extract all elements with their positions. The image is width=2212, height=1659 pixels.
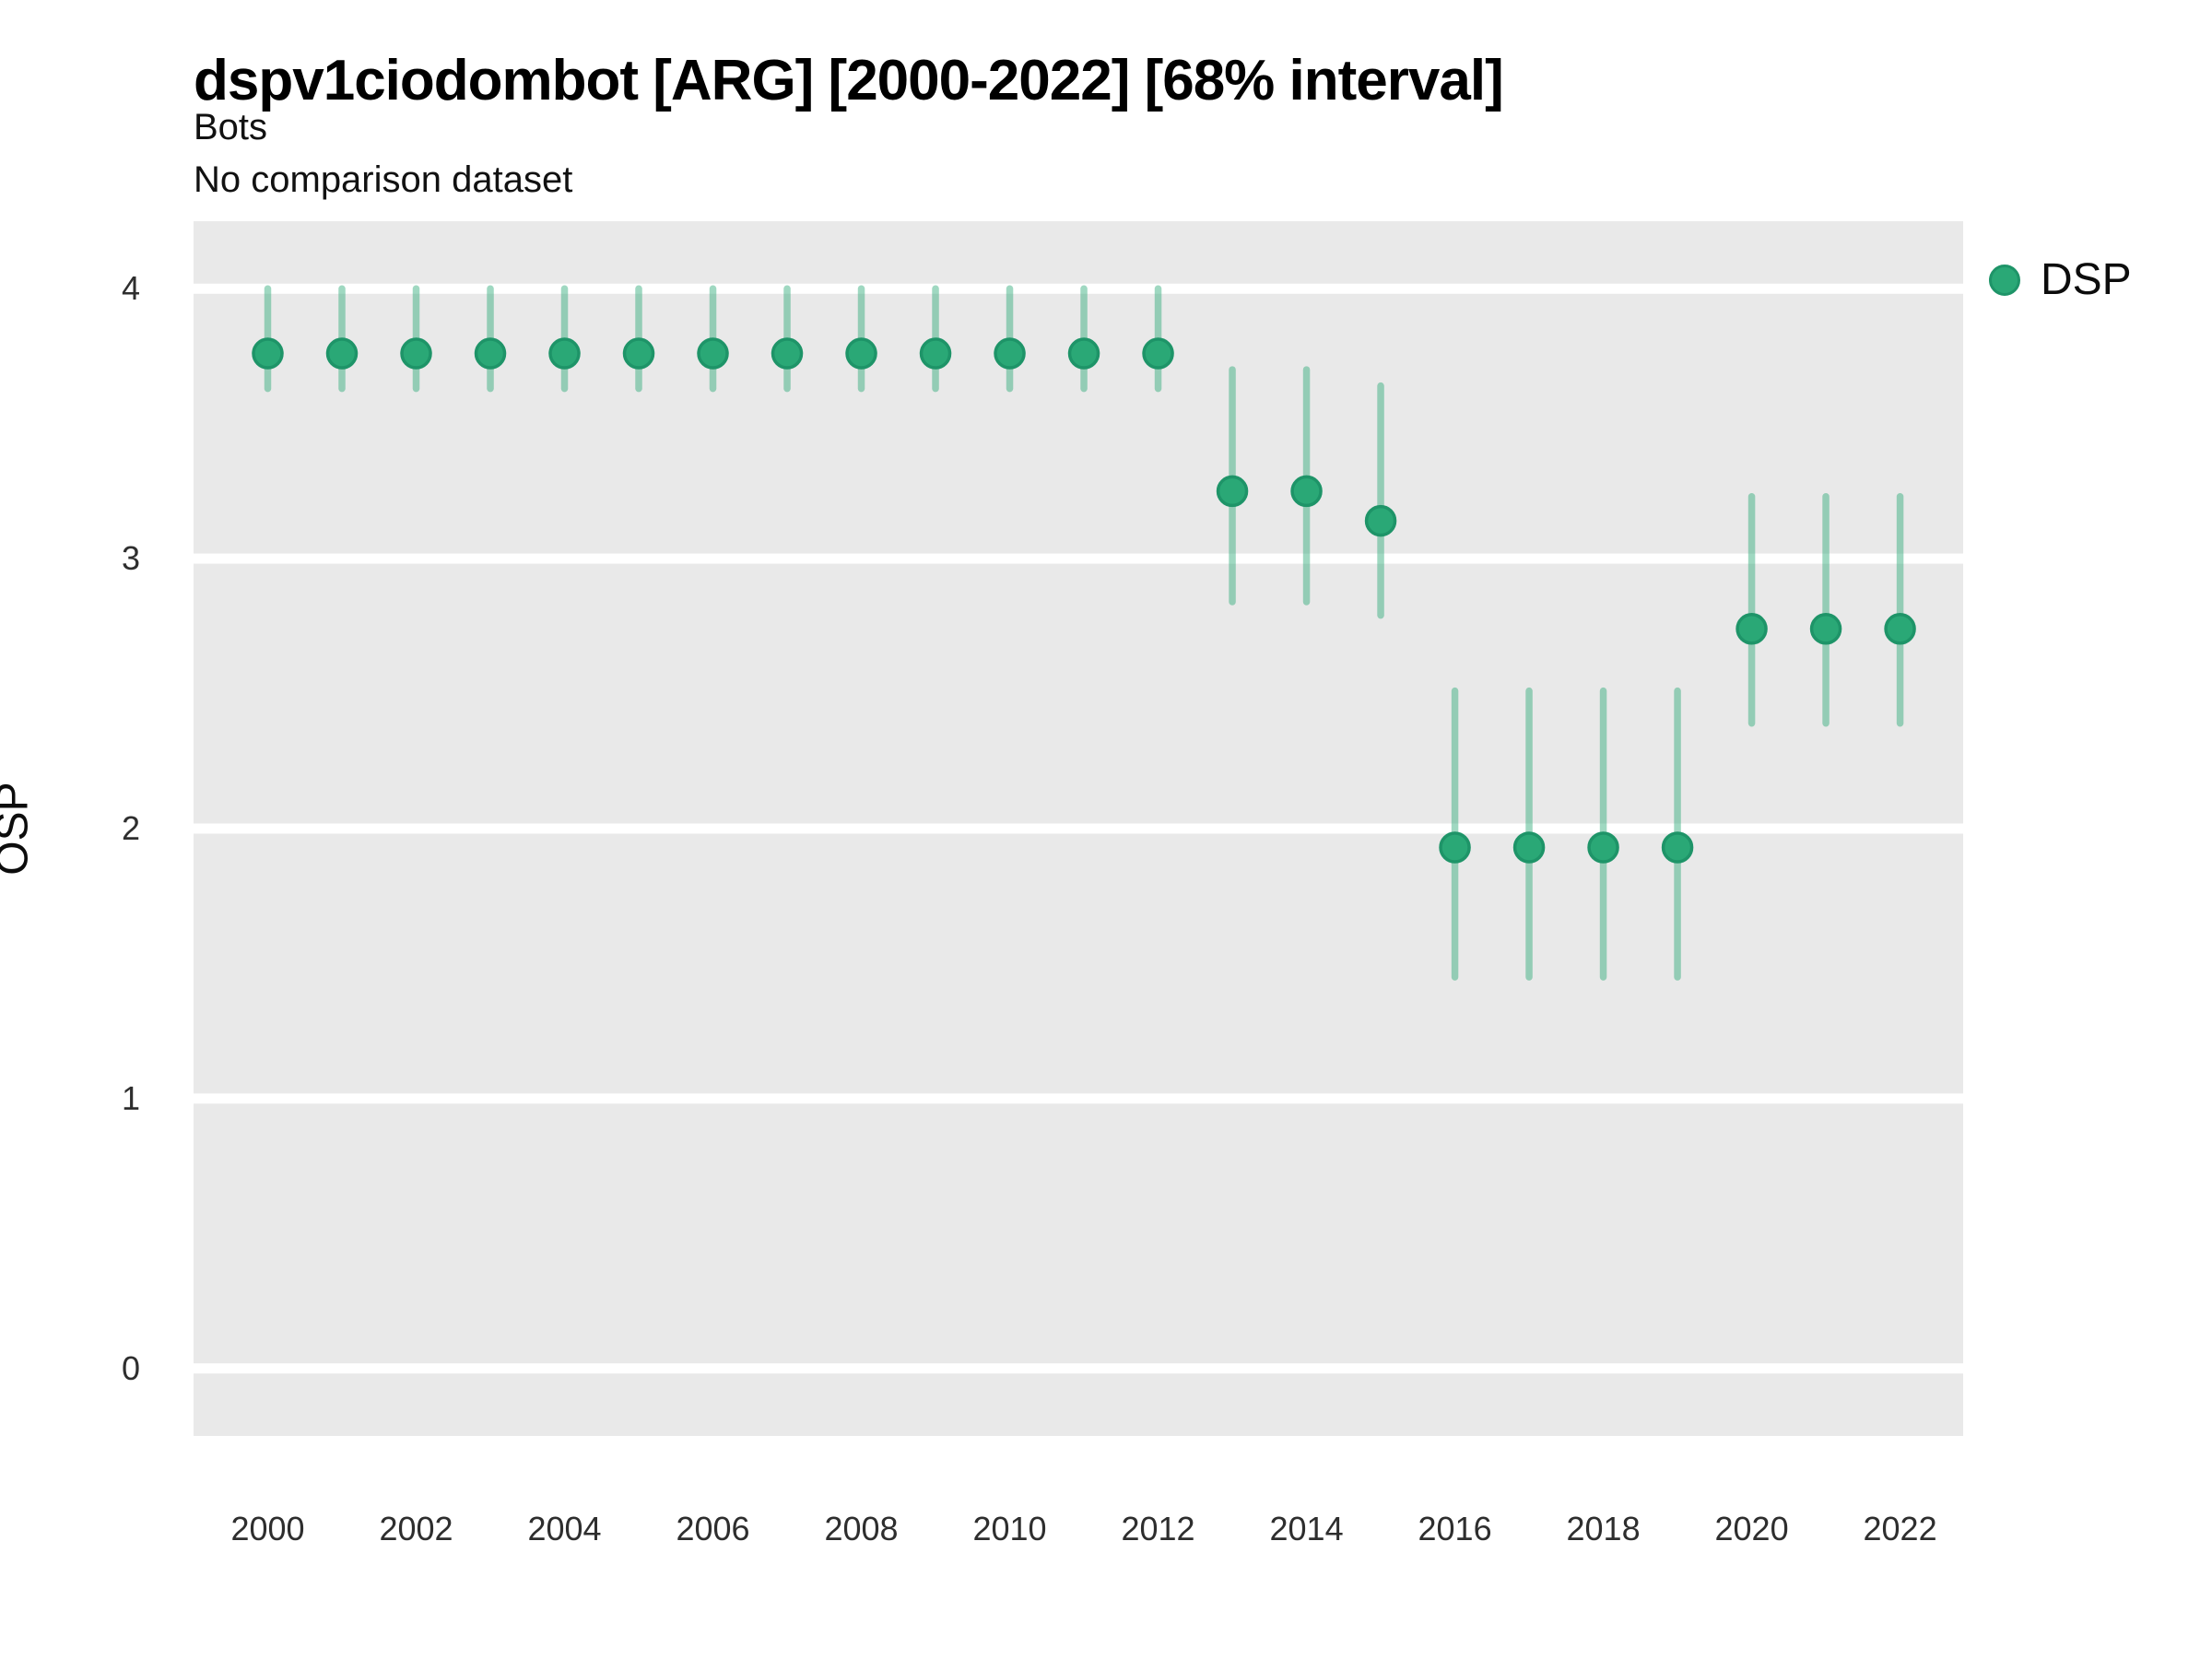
x-tick-label: 2004: [527, 1510, 602, 1547]
legend-dsp-label: DSP: [2041, 255, 2132, 304]
data-point: [1809, 613, 1842, 645]
data-point: [1587, 831, 1619, 864]
data-point: [994, 337, 1026, 370]
data-point: [474, 337, 507, 370]
x-tick-label: 2014: [1269, 1510, 1344, 1547]
y-tick-label: 3: [121, 539, 140, 578]
legend: DSP: [1989, 254, 2132, 305]
x-tick-label: 2022: [1863, 1510, 1937, 1547]
data-point: [1067, 337, 1100, 370]
data-point: [845, 337, 877, 370]
chart-subtitle: Bots: [194, 107, 268, 147]
legend-dsp-dot-icon: [1989, 264, 2020, 296]
x-tick-label: 2010: [972, 1510, 1047, 1547]
data-point: [1439, 831, 1471, 864]
data-point: [771, 337, 804, 370]
y-tick-label: 2: [121, 809, 140, 847]
data-point: [1661, 831, 1694, 864]
x-tick-label: 2016: [1418, 1510, 1492, 1547]
chart-title: dspv1ciodombot [ARG] [2000-2022] [68% in…: [194, 49, 1504, 112]
x-tick-label: 2008: [824, 1510, 899, 1547]
x-tick-label: 2006: [676, 1510, 750, 1547]
data-point: [1364, 504, 1397, 537]
data-point: [252, 337, 284, 370]
comparison-note: No comparison dataset: [194, 159, 573, 200]
data-point: [622, 337, 655, 370]
x-tick-label: 2018: [1566, 1510, 1641, 1547]
x-tick-label: 2012: [1121, 1510, 1195, 1547]
y-axis-title: OSP: [0, 782, 38, 876]
data-point: [1142, 337, 1174, 370]
data-point: [1512, 831, 1546, 864]
data-point: [697, 337, 729, 370]
data-point: [1290, 475, 1323, 508]
x-tick-label: 2020: [1714, 1510, 1789, 1547]
data-point: [325, 337, 359, 370]
y-tick-label: 1: [121, 1078, 140, 1117]
y-tick-label: 4: [121, 269, 140, 308]
x-tick-label: 2000: [230, 1510, 305, 1547]
y-tick-label: 0: [121, 1348, 140, 1387]
x-tick-label: 2002: [379, 1510, 453, 1547]
data-point: [919, 337, 952, 370]
data-point: [1216, 475, 1249, 508]
data-point: [548, 337, 581, 370]
data-point: [1884, 613, 1916, 645]
data-point: [1735, 613, 1768, 645]
data-point: [400, 337, 432, 370]
